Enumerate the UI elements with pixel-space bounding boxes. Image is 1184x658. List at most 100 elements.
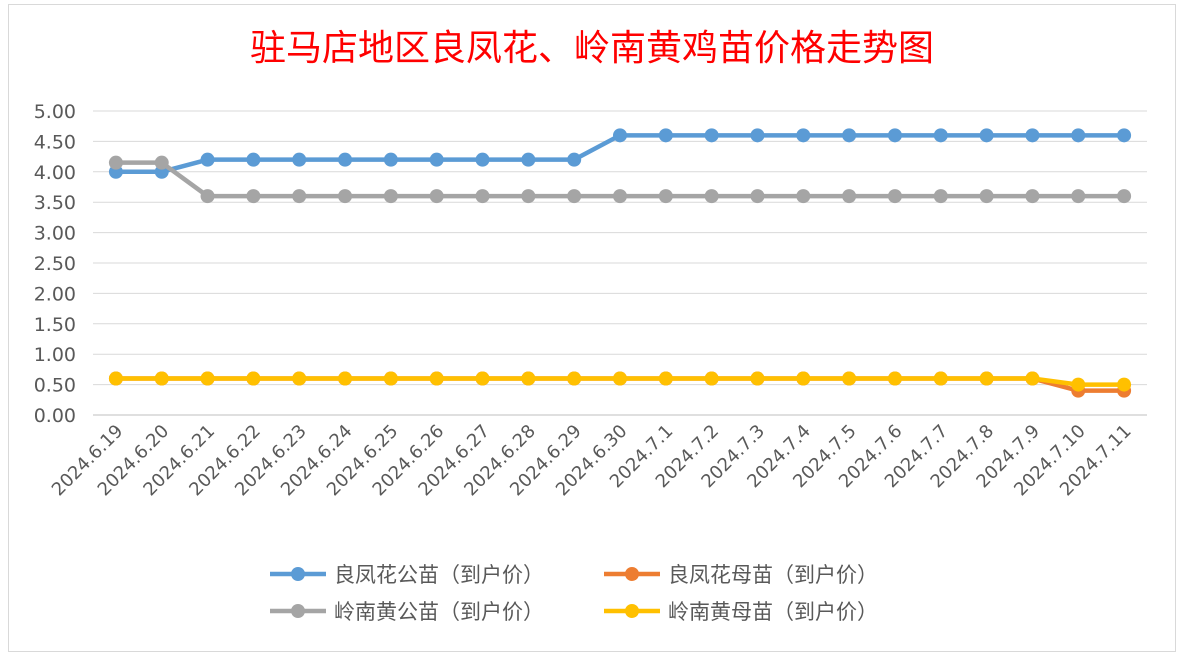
- y-tick-label: 3.50: [34, 192, 76, 214]
- data-point: [704, 128, 719, 143]
- legend-marker: [625, 567, 639, 581]
- data-point: [658, 371, 673, 386]
- chart-frame: [8, 4, 1176, 652]
- data-point: [613, 189, 627, 204]
- data-point: [796, 371, 811, 386]
- y-tick-label: 4.50: [34, 131, 76, 153]
- data-point: [704, 189, 719, 204]
- data-point: [567, 371, 582, 386]
- data-point: [933, 128, 948, 143]
- data-point: [750, 189, 765, 204]
- data-point: [933, 189, 948, 204]
- legend: 良凤花公苗（到户价） 良凤花母苗（到户价） 岭南黄公苗（到户价） 岭南黄母苗（到户价）: [270, 563, 878, 624]
- data-point: [475, 371, 490, 386]
- data-point: [796, 189, 811, 204]
- data-point: [1025, 371, 1040, 386]
- y-tick-label: 4.00: [34, 162, 76, 184]
- data-point: [383, 371, 398, 386]
- legend-label: 良凤花公苗（到户价）: [334, 563, 544, 587]
- data-point: [1117, 128, 1132, 143]
- legend-item: 岭南黄公苗（到户价）: [270, 600, 544, 624]
- data-point: [246, 152, 261, 167]
- data-point: [979, 128, 994, 143]
- y-tick-label: 0.00: [34, 405, 76, 427]
- data-point: [383, 189, 398, 204]
- data-point: [750, 128, 765, 143]
- data-point: [887, 128, 902, 143]
- data-point: [475, 152, 490, 167]
- data-point: [521, 189, 536, 204]
- data-point: [750, 371, 765, 386]
- data-point: [154, 155, 169, 170]
- data-point: [842, 189, 857, 204]
- data-point: [567, 189, 582, 204]
- y-tick-label: 1.50: [34, 314, 76, 336]
- legend-item: 良凤花公苗（到户价）: [270, 563, 544, 587]
- data-point: [246, 189, 261, 204]
- chart-title: 驻马店地区良凤花、岭南黄鸡苗价格走势图: [250, 28, 934, 69]
- data-point: [338, 371, 353, 386]
- data-point: [429, 189, 444, 204]
- x-axis-ticks: 2024.6.192024.6.202024.6.212024.6.222024…: [48, 421, 1136, 501]
- data-point: [338, 189, 353, 204]
- data-point: [475, 189, 490, 204]
- data-point: [796, 128, 811, 143]
- data-point: [1071, 128, 1086, 143]
- data-point: [1071, 377, 1086, 392]
- data-point: [887, 371, 902, 386]
- data-point: [246, 371, 261, 386]
- series-group: [108, 128, 1132, 398]
- legend-marker: [291, 604, 305, 618]
- data-point: [429, 371, 444, 386]
- data-point: [842, 371, 857, 386]
- legend-item: 良凤花母苗（到户价）: [604, 563, 878, 587]
- data-point: [658, 189, 673, 204]
- data-point: [887, 189, 902, 204]
- legend-item: 岭南黄母苗（到户价）: [604, 600, 878, 624]
- legend-label: 岭南黄母苗（到户价）: [668, 600, 878, 624]
- data-point: [200, 371, 215, 386]
- data-point: [1117, 377, 1132, 392]
- data-point: [1025, 189, 1040, 204]
- data-point: [1117, 189, 1132, 204]
- data-point: [108, 371, 123, 386]
- legend-label: 良凤花母苗（到户价）: [668, 563, 878, 587]
- data-point: [1025, 128, 1040, 143]
- data-point: [200, 152, 215, 167]
- data-point: [1071, 189, 1086, 204]
- data-point: [521, 152, 536, 167]
- data-point: [842, 128, 857, 143]
- data-point: [292, 371, 307, 386]
- y-tick-label: 3.00: [34, 223, 76, 245]
- data-point: [429, 152, 444, 167]
- y-tick-label: 2.50: [34, 253, 76, 275]
- data-point: [154, 371, 169, 386]
- legend-marker: [291, 567, 305, 581]
- data-point: [613, 371, 627, 386]
- y-tick-label: 2.00: [34, 283, 76, 305]
- data-point: [521, 371, 536, 386]
- y-tick-label: 0.50: [34, 375, 76, 397]
- y-axis-ticks: 0.00 0.50 1.00 1.50 2.00 2.50 3.00 3.50 4.00 4.50…: [34, 101, 76, 427]
- series-3: [108, 155, 1132, 204]
- series-4: [108, 371, 1132, 392]
- data-point: [292, 189, 307, 204]
- y-tick-label: 5.00: [34, 101, 76, 123]
- y-tick-label: 1.00: [34, 344, 76, 366]
- data-point: [979, 189, 994, 204]
- data-point: [658, 128, 673, 143]
- legend-marker: [625, 604, 639, 618]
- data-point: [108, 155, 123, 170]
- data-point: [383, 152, 398, 167]
- data-point: [704, 371, 719, 386]
- series-1: [108, 128, 1132, 179]
- data-point: [567, 152, 582, 167]
- data-point: [933, 371, 948, 386]
- legend-label: 岭南黄公苗（到户价）: [334, 600, 544, 624]
- data-point: [338, 152, 353, 167]
- data-point: [613, 128, 627, 143]
- data-point: [200, 189, 215, 204]
- data-point: [979, 371, 994, 386]
- data-point: [292, 152, 307, 167]
